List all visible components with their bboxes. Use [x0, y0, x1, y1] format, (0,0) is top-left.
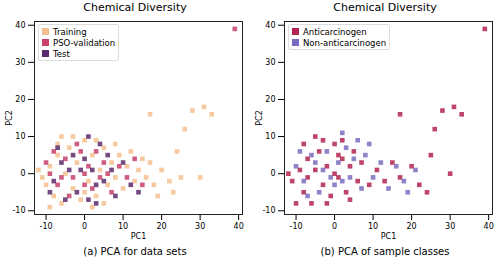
html-text:PSO-validation: PSO-validation [53, 37, 116, 48]
svg-text:20: 20 [407, 222, 417, 231]
svg-text:40: 40 [234, 222, 244, 231]
svg-text:-10: -10 [262, 206, 275, 215]
svg-text:PC1: PC1 [381, 232, 397, 241]
svg-text:0: 0 [270, 169, 275, 178]
svg-text:-10: -10 [12, 206, 25, 215]
svg-text:10: 10 [368, 222, 378, 231]
html-text:Non-anticarcinogen: Non-anticarcinogen [303, 37, 387, 48]
svg-text:20: 20 [265, 95, 275, 104]
html-text:Chemical Diversity: Chemical Diversity [333, 1, 437, 14]
svg-text:-10: -10 [290, 222, 303, 231]
html-text:Training: Training [53, 26, 87, 37]
svg-text:20: 20 [157, 222, 167, 231]
html-text:Anticarcinogen: Anticarcinogen [303, 26, 367, 37]
svg-text:10: 10 [118, 222, 128, 231]
svg-text:30: 30 [265, 58, 275, 67]
html-text:Chemical Diversity: Chemical Diversity [83, 1, 187, 14]
html-text:(a) PCA for data sets: (a) PCA for data sets [83, 246, 187, 257]
svg-text:40: 40 [484, 222, 494, 231]
svg-text:-10: -10 [40, 222, 53, 231]
html-text:(b) PCA of sample classes: (b) PCA of sample classes [320, 246, 450, 257]
svg-text:40: 40 [265, 21, 275, 30]
svg-text:40: 40 [15, 21, 25, 30]
svg-text:PC2: PC2 [5, 110, 14, 126]
svg-text:0: 0 [82, 222, 87, 231]
svg-text:20: 20 [15, 95, 25, 104]
svg-text:10: 10 [15, 132, 25, 141]
svg-text:0: 0 [20, 169, 25, 178]
svg-text:30: 30 [445, 222, 455, 231]
svg-text:30: 30 [195, 222, 205, 231]
svg-text:30: 30 [15, 58, 25, 67]
html-text:Test: Test [53, 48, 70, 59]
svg-text:10: 10 [265, 132, 275, 141]
svg-text:0: 0 [332, 222, 337, 231]
svg-text:PC1: PC1 [131, 232, 147, 241]
svg-text:PC2: PC2 [255, 110, 264, 126]
